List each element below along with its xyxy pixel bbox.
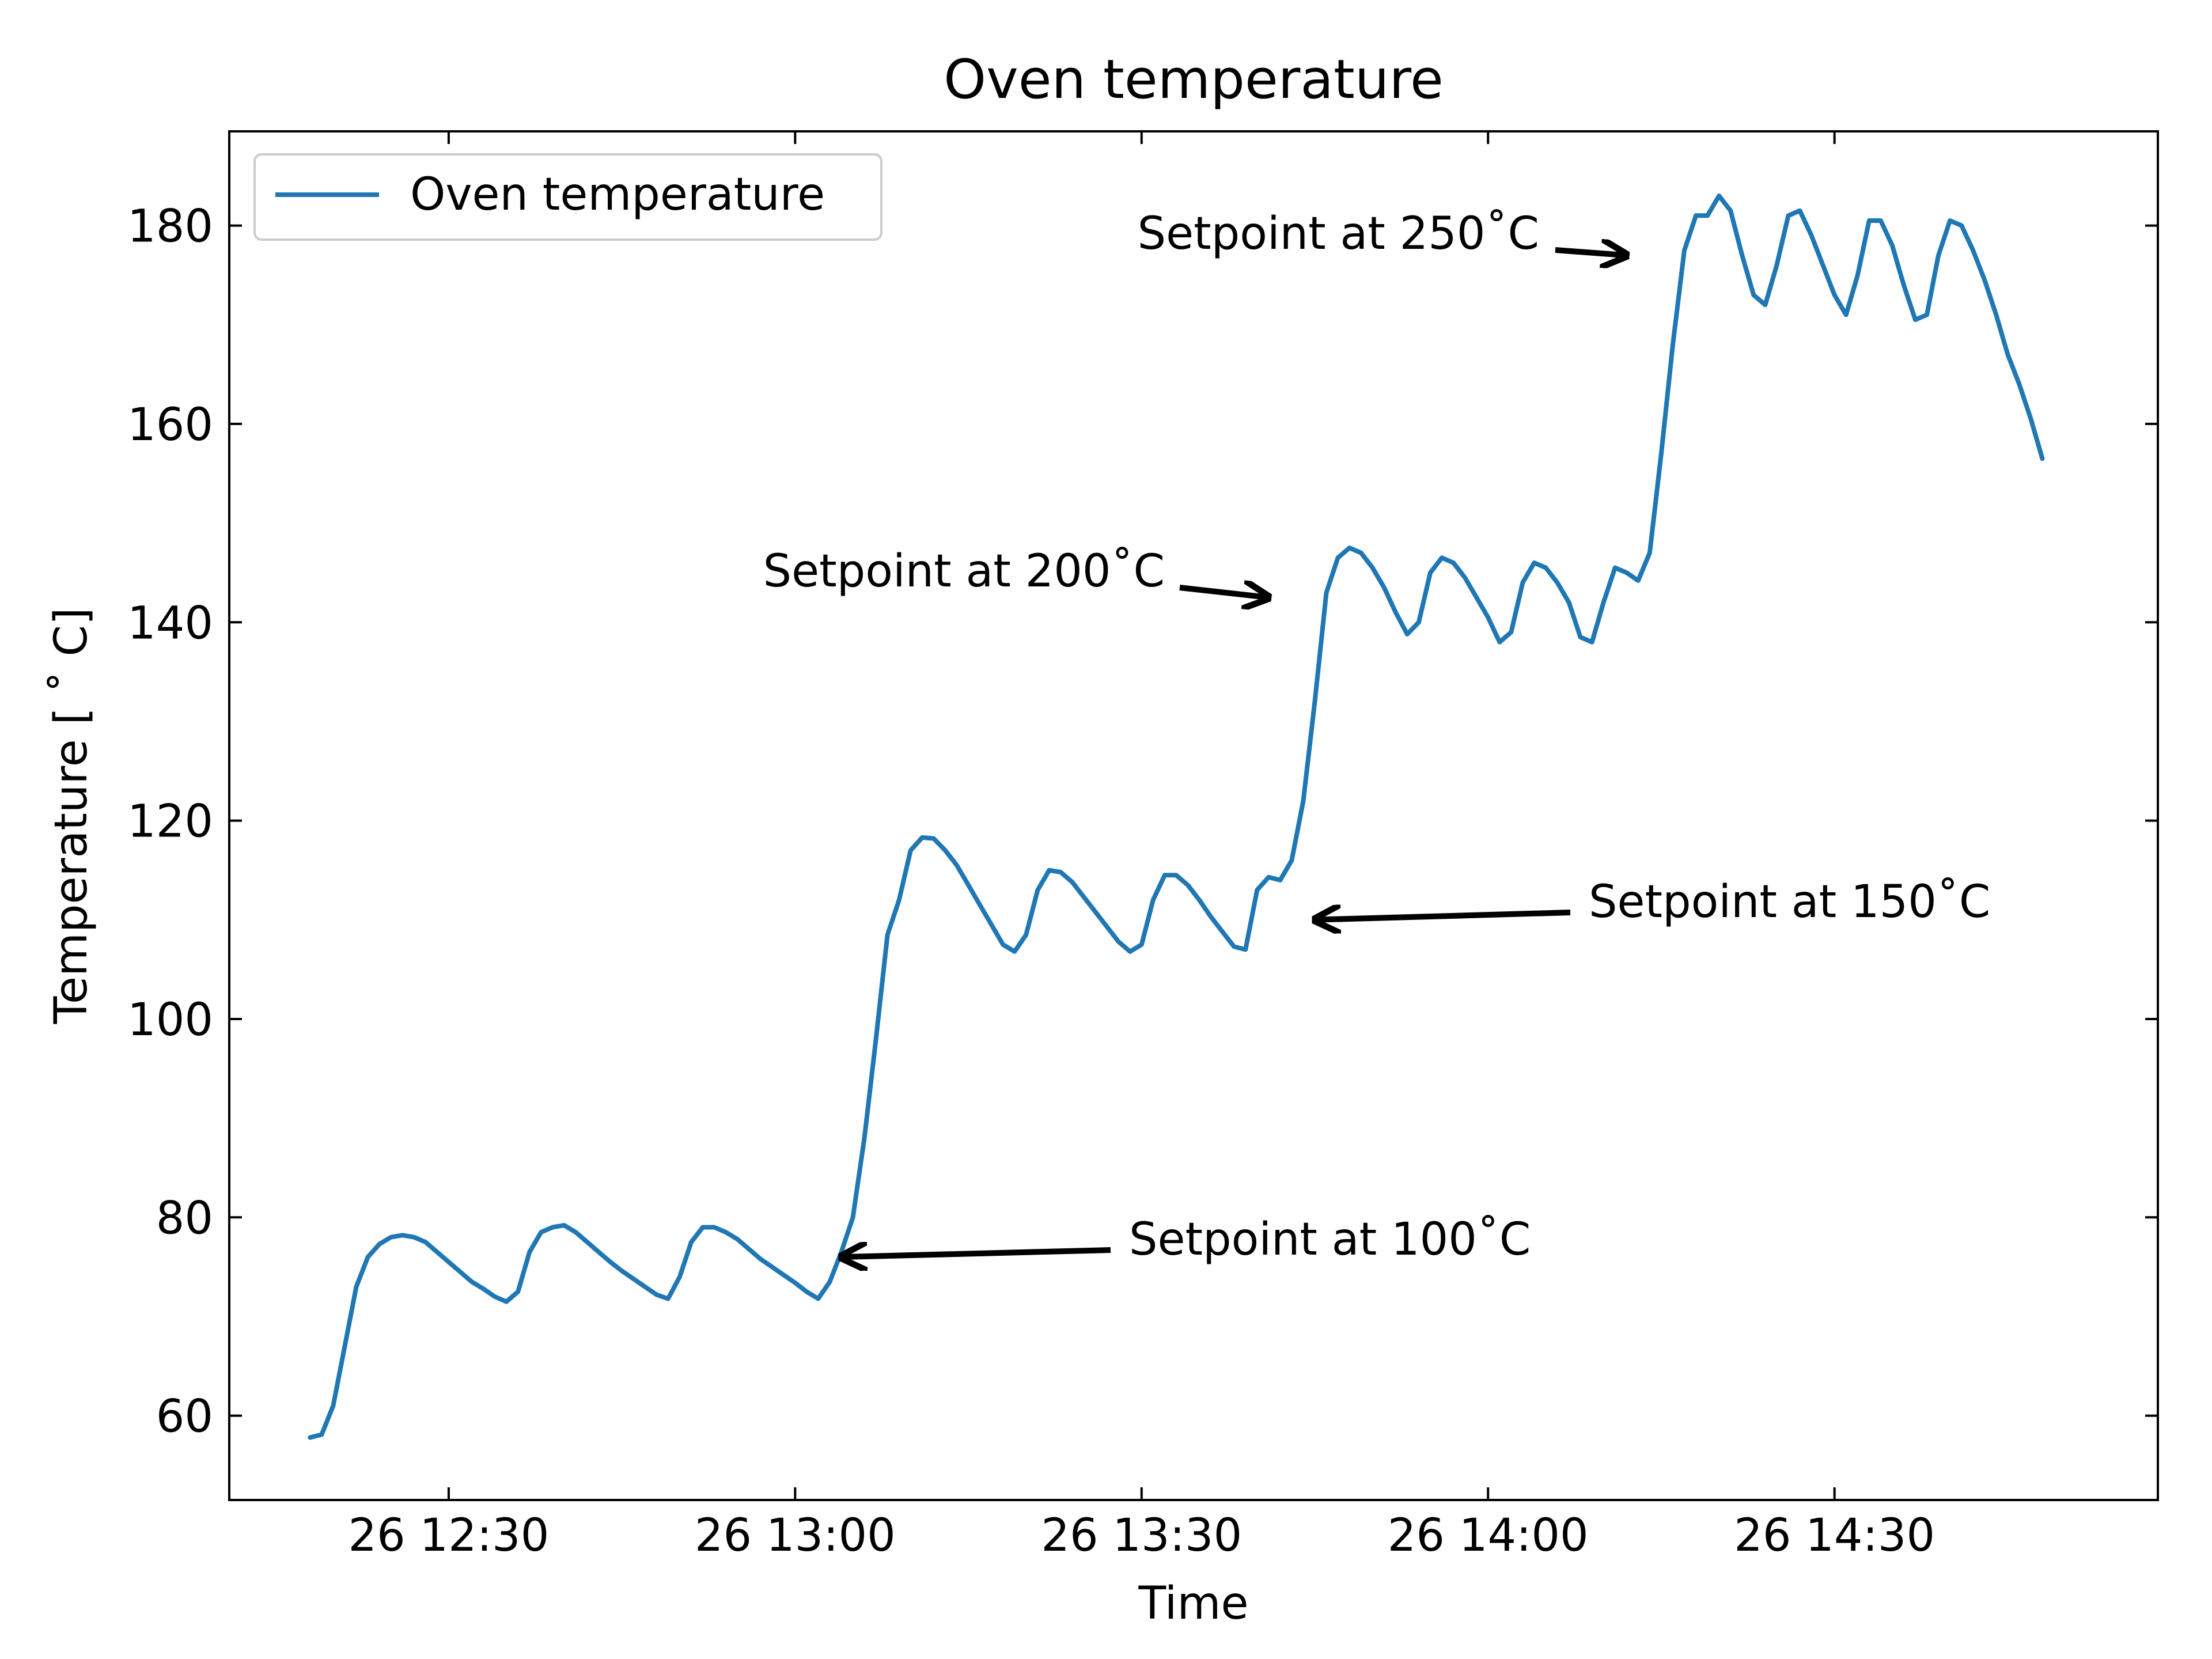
annotation-arrow [1179, 588, 1268, 597]
annotation-layer: Setpoint at 100˚C Setpoint at 150˚C Setpoi… [763, 208, 1990, 1266]
y-tick-label: 160 [127, 399, 213, 451]
annotation-setpoint: Setpoint at 200˚C [763, 546, 1269, 597]
x-tick-label: 26 14:00 [1388, 1510, 1589, 1562]
chart-title: Oven temperature [944, 48, 1444, 111]
legend-box [253, 153, 882, 241]
x-tick-label: 26 13:00 [695, 1510, 896, 1562]
x-axis-label: Time [1138, 1578, 1249, 1630]
annotation-arrow [1315, 912, 1571, 920]
annotation-setpoint: Setpoint at 250˚C [1138, 208, 1627, 260]
legend: Oven temperature [253, 153, 882, 241]
plot-area: Setpoint at 100˚C Setpoint at 150˚C Setpoi… [228, 130, 2159, 1501]
y-tick-label: 140 [127, 597, 213, 649]
x-tick-label: 26 12:30 [348, 1510, 549, 1562]
annotation-text: Setpoint at 150˚C [1589, 876, 1990, 928]
y-tick-label: 100 [127, 994, 213, 1046]
y-tick-label: 180 [127, 201, 213, 253]
series-line-oven-temperature [308, 193, 2045, 1440]
annotation-setpoint: Setpoint at 100˚C [842, 1214, 1531, 1266]
annotation-text: Setpoint at 100˚C [1129, 1214, 1531, 1266]
annotation-arrow [1555, 250, 1627, 255]
x-axis-ticks: 26 12:30 26 13:00 26 13:30 26 14:00 26 14:30 [348, 131, 1935, 1562]
annotation-text: Setpoint at 200˚C [763, 546, 1165, 597]
x-tick-label: 26 14:30 [1734, 1510, 1935, 1562]
y-tick-label: 60 [156, 1391, 213, 1443]
y-axis-ticks: 60 80 100 120 140 160 180 [127, 201, 2158, 1443]
series-layer [308, 193, 2045, 1440]
y-axis-label: Temperature [ ˚ C] [46, 608, 97, 1025]
y-tick-label: 80 [156, 1192, 213, 1244]
plot-frame [228, 130, 2159, 1501]
annotation-setpoint: Setpoint at 150˚C [1315, 876, 1990, 928]
y-tick-label: 120 [127, 796, 213, 848]
annotation-arrow [842, 1250, 1111, 1257]
x-tick-label: 26 13:30 [1041, 1510, 1242, 1562]
legend-label: Oven temperature [410, 169, 825, 221]
annotation-text: Setpoint at 250˚C [1138, 208, 1539, 260]
